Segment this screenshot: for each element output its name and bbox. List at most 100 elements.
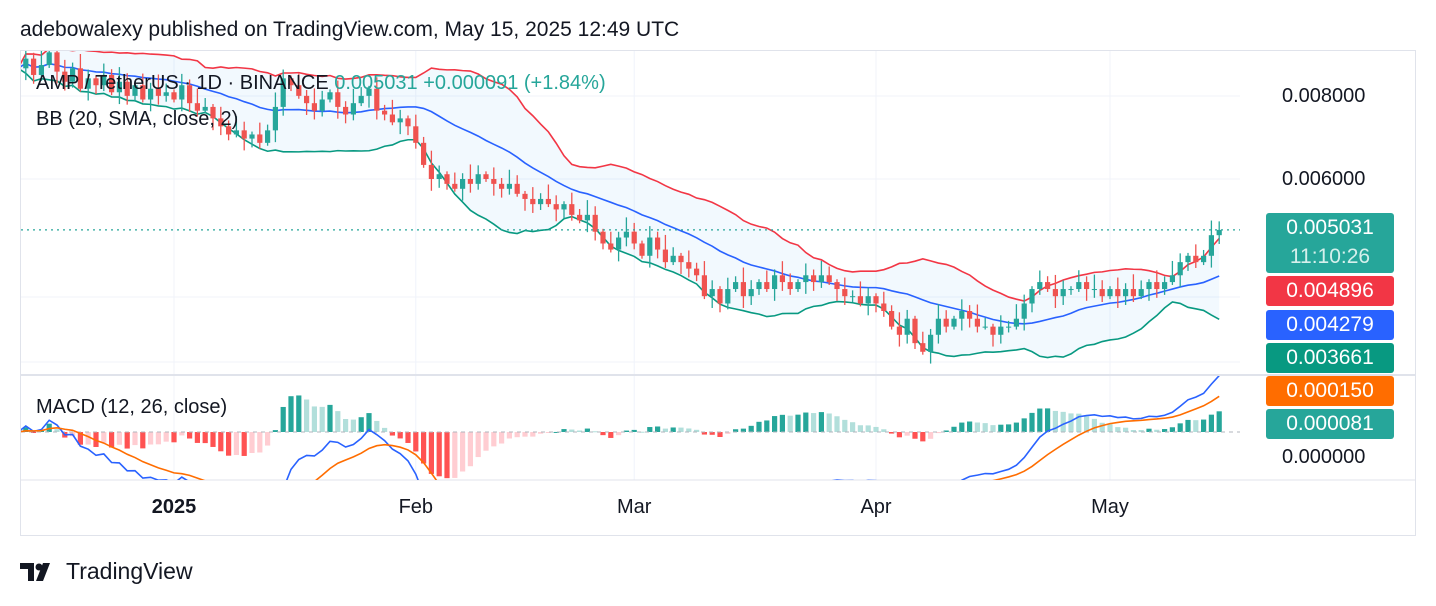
macd-axis-label: 0.000000 — [1282, 446, 1366, 468]
macd-histogram-bar — [842, 419, 848, 432]
macd-histogram-bar — [327, 404, 333, 432]
macd-histogram-bar — [1177, 423, 1183, 432]
macd-histogram-bar — [608, 432, 614, 438]
macd-histogram-bar — [600, 432, 606, 436]
symbol-legend[interactable]: AMP / TetherUS · 1D · BINANCE 0.005031 +… — [36, 72, 606, 95]
candle — [62, 71, 68, 82]
price-pane — [21, 51, 1240, 364]
time-label: 2025 — [151, 496, 197, 518]
candle — [1115, 289, 1121, 297]
candle — [756, 282, 762, 290]
macd-histogram-bar — [818, 412, 824, 432]
candle — [109, 74, 115, 93]
candle — [249, 134, 255, 139]
macd-histogram-bar — [826, 413, 832, 432]
brand-name: TradingView — [66, 558, 193, 584]
candle — [1060, 289, 1066, 297]
candle — [1084, 282, 1090, 290]
candle — [803, 275, 809, 283]
candle — [655, 237, 661, 250]
candle — [928, 334, 934, 352]
macd-histogram-bar — [109, 432, 115, 448]
macd-histogram-bar — [865, 425, 871, 432]
candle — [943, 318, 949, 327]
candle — [1162, 282, 1168, 290]
candle — [218, 118, 224, 127]
macd-histogram-bar — [124, 432, 130, 449]
candle — [896, 326, 902, 335]
macd-histogram-bar — [1162, 429, 1168, 432]
macd-histogram-bar — [296, 395, 302, 432]
candle — [428, 164, 434, 179]
candle — [163, 92, 169, 96]
candle — [444, 174, 450, 184]
candle — [545, 198, 551, 205]
candle — [1021, 303, 1027, 319]
macd-histogram-bar — [15, 432, 20, 433]
candle — [382, 110, 388, 115]
candle — [873, 296, 879, 304]
candle — [202, 106, 208, 111]
candle — [358, 95, 364, 104]
bar-countdown: 11:10:26 — [1289, 245, 1371, 268]
macd-histogram-bar — [226, 432, 232, 456]
candle — [889, 311, 895, 327]
candle — [70, 68, 76, 82]
candle — [124, 81, 130, 96]
candle — [389, 114, 395, 123]
candle — [772, 275, 778, 290]
candle — [1177, 262, 1183, 276]
candle — [740, 282, 746, 297]
candle — [623, 231, 629, 238]
tradingview-logo[interactable]: TradingView — [20, 558, 193, 585]
macd-histogram-bar — [647, 427, 653, 432]
candle — [257, 134, 263, 143]
candle — [210, 106, 216, 119]
macd-histogram-bar — [951, 426, 957, 432]
macd-histogram-bar — [873, 426, 879, 432]
candle — [272, 106, 278, 131]
bb-basis-tag: 0.004279 — [1266, 310, 1394, 340]
candle — [834, 282, 840, 290]
macd-histogram-bar — [101, 432, 107, 443]
macd-histogram-bar — [889, 432, 895, 434]
macd-histogram-bar — [499, 432, 505, 444]
candle — [904, 318, 910, 335]
macd-histogram-bar — [491, 432, 497, 447]
candle — [865, 296, 871, 304]
candle — [1185, 255, 1191, 263]
macd-histogram-bar — [1193, 420, 1199, 432]
macd-histogram-bar — [811, 413, 817, 432]
macd-histogram-bar — [577, 430, 583, 432]
macd-histogram-bar — [694, 429, 700, 432]
candle — [413, 126, 419, 143]
macd-histogram-bar — [678, 427, 684, 432]
macd-histogram-bar — [280, 406, 286, 432]
macd-histogram-bar — [304, 399, 310, 432]
macd-histogram-bar — [522, 432, 528, 437]
macd-histogram-bar — [77, 432, 83, 445]
candle — [1076, 282, 1082, 290]
candle — [530, 198, 536, 205]
chart-frame[interactable] — [20, 50, 1416, 536]
candle — [23, 58, 29, 69]
candle — [662, 249, 668, 263]
candle — [241, 130, 247, 139]
macd-legend[interactable]: MACD (12, 26, close) — [36, 396, 228, 418]
macd-histogram-bar — [1169, 427, 1175, 432]
macd-line — [21, 376, 1220, 480]
candle — [857, 296, 863, 304]
candle — [350, 103, 356, 115]
macd-histogram-bar — [725, 432, 731, 434]
candle — [101, 74, 107, 86]
candle — [1201, 255, 1207, 263]
candle — [280, 78, 286, 107]
macd-histogram-bar — [31, 432, 37, 433]
macd-histogram-bar — [904, 432, 910, 436]
macd-histogram-bar — [538, 432, 544, 434]
bb-legend[interactable]: BB (20, SMA, close, 2) — [36, 108, 239, 130]
candle — [1193, 255, 1199, 263]
macd-histogram-bar — [998, 424, 1004, 432]
macd-histogram-bar — [857, 425, 863, 432]
